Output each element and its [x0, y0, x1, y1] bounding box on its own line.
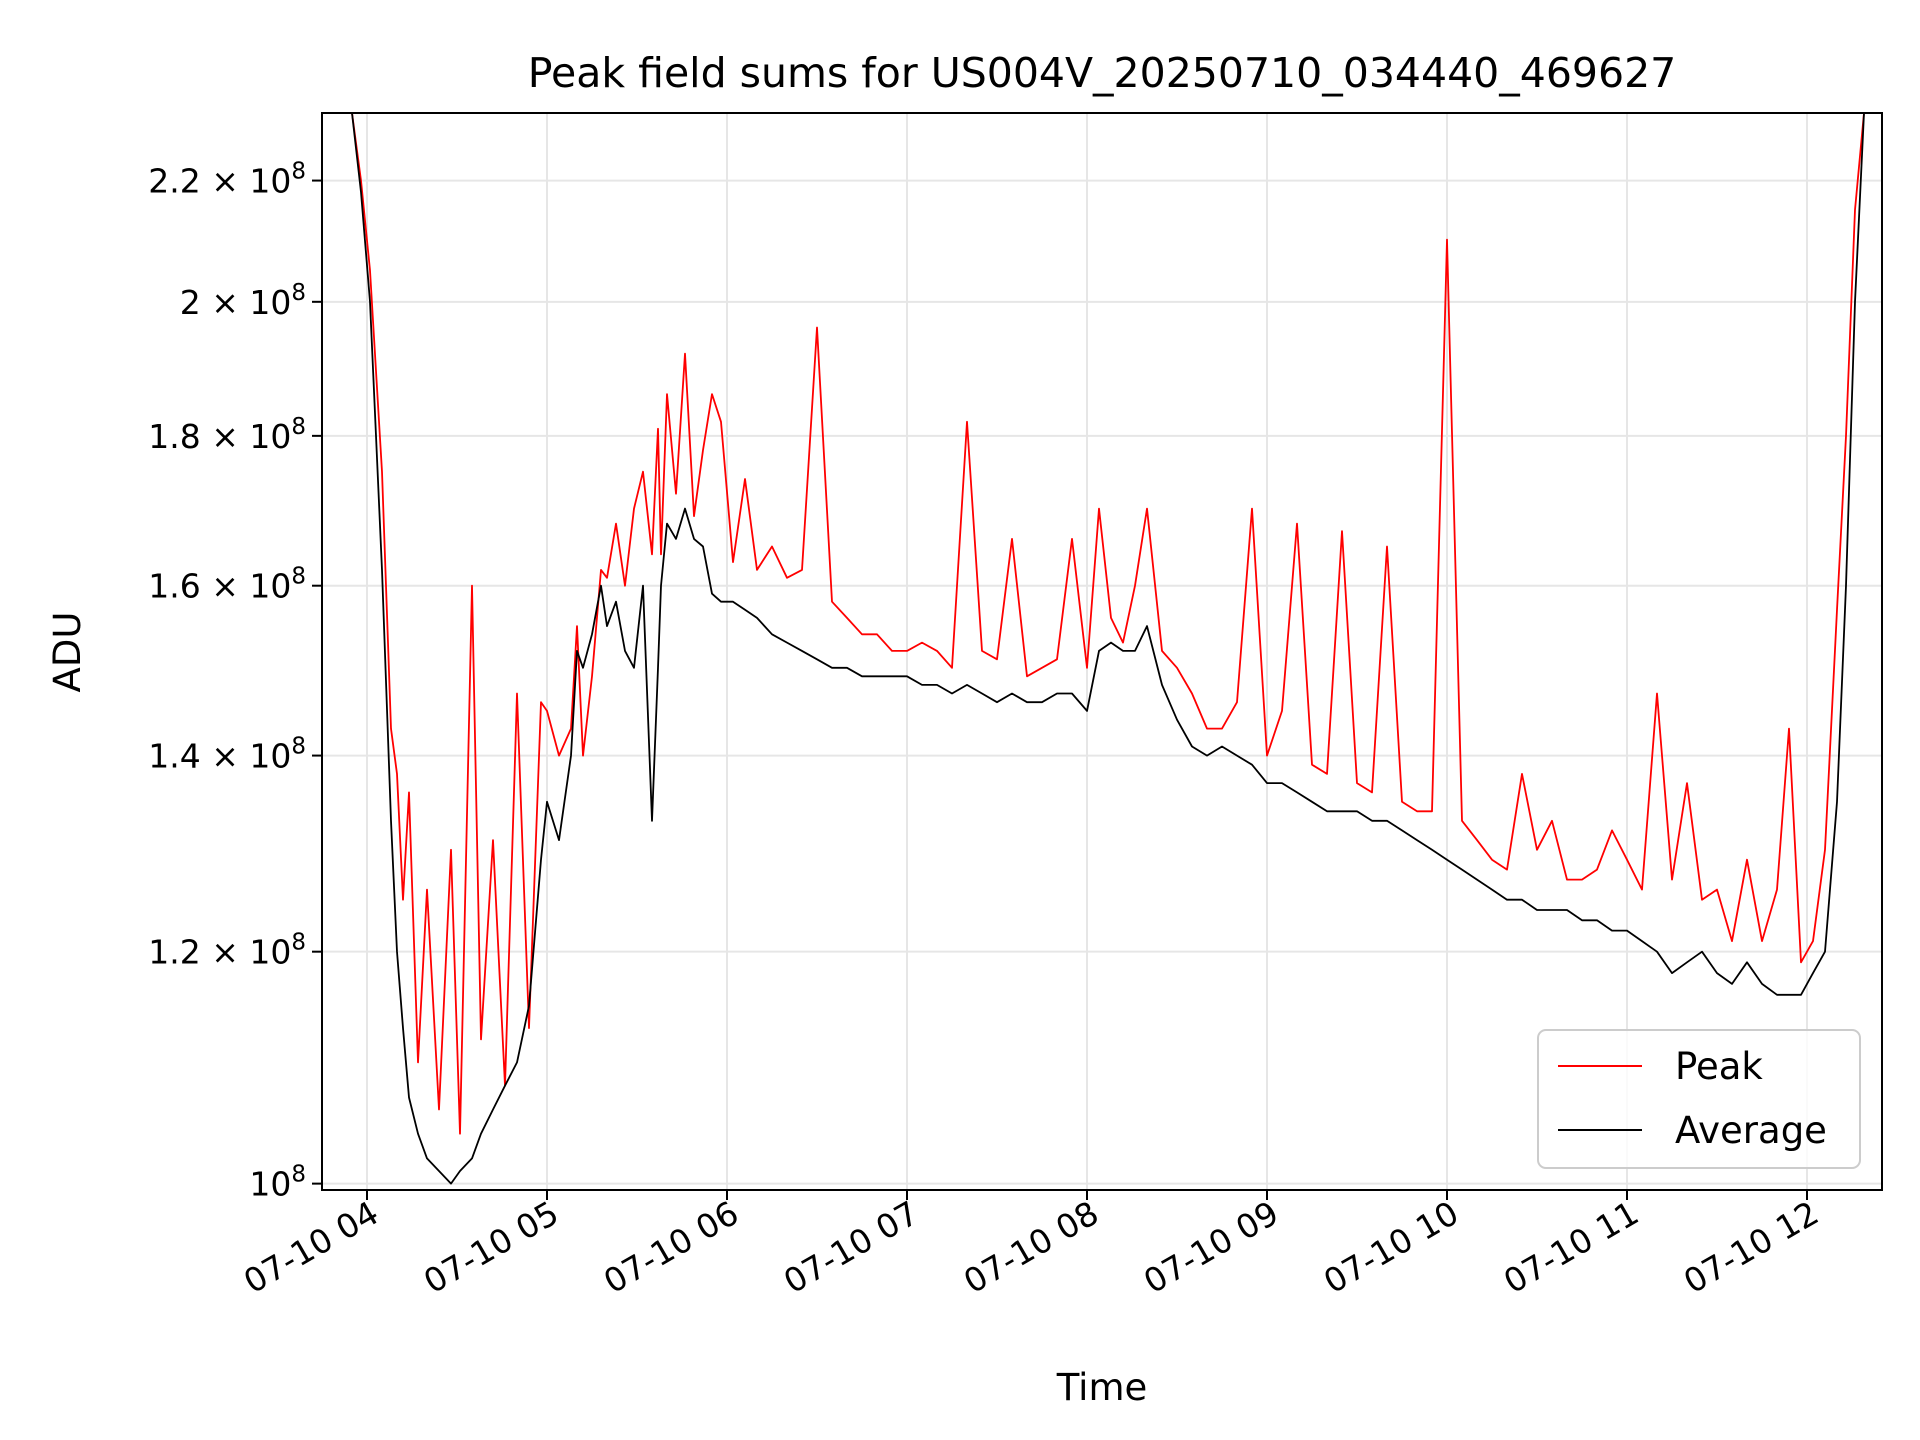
- legend-label-average: Average: [1675, 1109, 1827, 1152]
- y-tick-label: 108: [249, 1162, 306, 1204]
- y-tick-label: 1.6 × 108: [148, 564, 306, 606]
- grid: [322, 113, 1882, 1190]
- axes-frame: [321, 112, 1883, 1191]
- series-line-average: [351, 113, 1865, 1185]
- y-tick-label: 1.4 × 108: [148, 734, 306, 776]
- y-tick-label: 1.2 × 108: [148, 930, 306, 972]
- series-line-peak: [351, 113, 1865, 1135]
- x-axis-label: Time: [1056, 1366, 1148, 1409]
- y-tick-label: 2.2 × 108: [148, 159, 306, 201]
- chart-title: Peak field sums for US004V_20250710_0344…: [528, 49, 1677, 97]
- y-tick-label: 2 × 108: [180, 280, 306, 322]
- y-axis-ticks: 108 1.2 × 108 1.4 × 108 1.6 × 108 1.8 × 108 2…: [148, 159, 322, 1204]
- y-tick-label: 1.8 × 108: [148, 414, 306, 456]
- legend-label-peak: Peak: [1675, 1045, 1763, 1088]
- legend: Peak Average: [1537, 1029, 1861, 1169]
- legend-box: [1537, 1029, 1861, 1169]
- y-axis-label: ADU: [46, 612, 89, 693]
- plot-lines: [351, 113, 1865, 1185]
